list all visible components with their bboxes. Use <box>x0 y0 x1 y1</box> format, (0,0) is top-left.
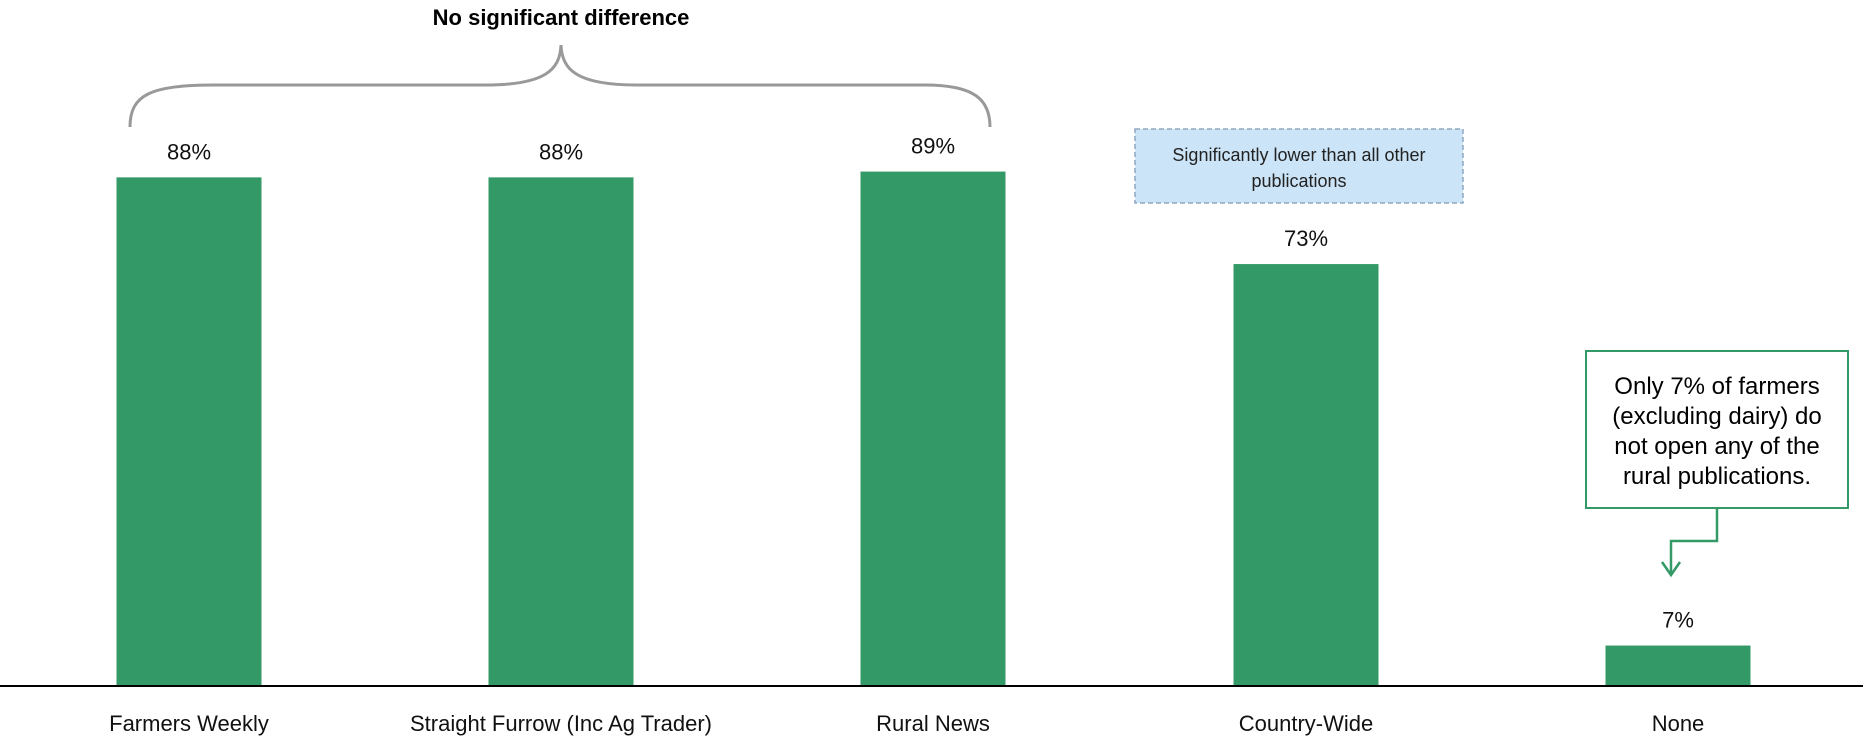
value-label-2: 88% <box>539 139 583 164</box>
category-label-2: Straight Furrow (Inc Ag Trader) <box>410 711 712 736</box>
bar-3 <box>860 171 1006 686</box>
callout-line-4: rural publications. <box>1623 463 1811 490</box>
bar-1 <box>116 177 262 687</box>
callout-arrow <box>1669 508 1719 574</box>
bar-2 <box>488 177 634 687</box>
note-line-2: publications <box>1251 171 1346 191</box>
callout-box <box>1585 350 1849 509</box>
value-label-1: 88% <box>167 139 211 164</box>
comparison-bracket <box>128 44 992 128</box>
callout-arrowhead <box>1660 561 1682 578</box>
callout-line-2: (excluding dairy) do <box>1612 403 1821 430</box>
value-label-4: 73% <box>1284 226 1328 251</box>
note-box <box>1134 128 1464 204</box>
category-label-1: Farmers Weekly <box>109 711 269 736</box>
bracket-title: No significant difference <box>433 5 690 30</box>
bars-group: 88% Farmers Weekly 88% Straight Furrow (Inc… <box>109 134 1751 736</box>
category-label-3: Rural News <box>876 711 990 736</box>
category-label-4: Country-Wide <box>1239 711 1373 736</box>
note-line-1: Significantly lower than all other <box>1172 145 1425 165</box>
callout-line-3: not open any of the <box>1614 433 1820 460</box>
value-label-3: 89% <box>911 134 955 159</box>
category-label-5: None <box>1652 711 1705 736</box>
value-label-5: 7% <box>1662 608 1694 633</box>
callout-line-1: Only 7% of farmers <box>1614 373 1819 400</box>
bar-5 <box>1605 645 1751 686</box>
bar-4 <box>1233 264 1379 686</box>
